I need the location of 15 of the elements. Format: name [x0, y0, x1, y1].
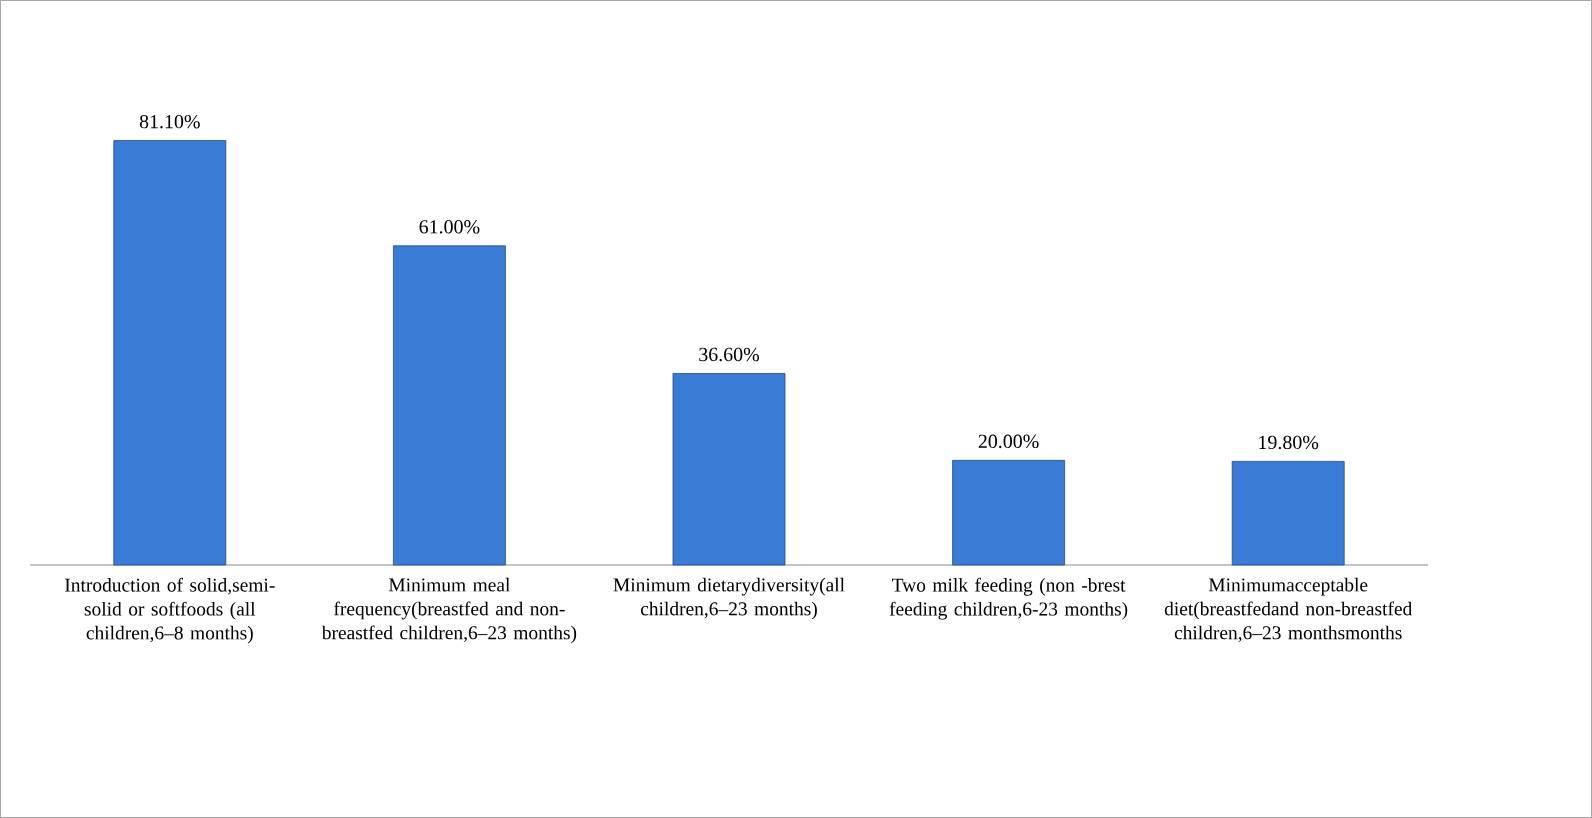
- bar: [393, 245, 506, 566]
- x-tick-label: Minimum dietarydiversity(all children,6–23 months): [613, 577, 845, 620]
- x-tick-label: Two milk feeding (non -brest feeding children,6-23 months): [889, 577, 1128, 620]
- data-label: 81.10%: [139, 114, 200, 129]
- bar: [952, 459, 1065, 566]
- x-tick-label: Minimumacceptable diet(breastfedand non-breastfed children,6–23 monthsmonths: [1164, 577, 1413, 643]
- bar: [1231, 460, 1345, 566]
- data-label: 36.60%: [699, 347, 760, 362]
- data-label: 20.00%: [978, 434, 1039, 449]
- bar: [113, 140, 227, 566]
- data-label: 61.00%: [419, 220, 480, 234]
- bar: [672, 373, 786, 566]
- data-label: 19.80%: [1259, 435, 1319, 450]
- x-tick-label: Introduction of solid,semi-solid or softfoods (all children,6–8 months): [65, 577, 275, 644]
- x-tick-label: Minimum meal frequency(breastfed and non-breastfed children,6–23 months): [321, 577, 577, 644]
